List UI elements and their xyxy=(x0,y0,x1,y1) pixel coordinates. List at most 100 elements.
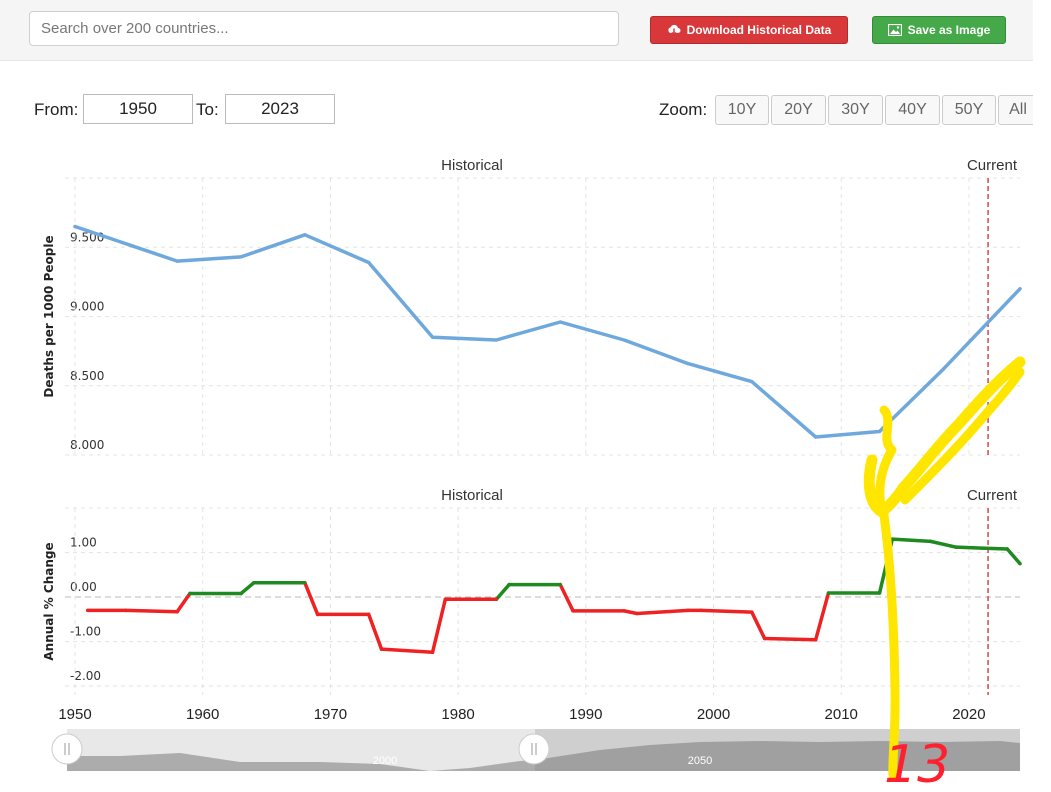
panel2-ytick-label: 1.00 xyxy=(70,536,97,550)
from-year-input[interactable]: 1950 xyxy=(83,94,193,124)
death-rate-point xyxy=(73,224,77,229)
zoom-all-button[interactable]: All xyxy=(998,95,1038,125)
panel2-ytick-label: 0.00 xyxy=(70,580,97,594)
annual-change-point xyxy=(443,597,447,601)
x-tick-label: 2000 xyxy=(697,706,730,723)
zoom-10y-button[interactable]: 10Y xyxy=(715,95,769,125)
panel2-ytick-label: -2.00 xyxy=(70,669,101,683)
annual-change-segment xyxy=(890,537,933,544)
panel1-historical-label: Historical xyxy=(441,157,503,174)
navigator-area xyxy=(67,741,1020,771)
death-rate-point xyxy=(558,320,562,324)
x-tick-label: 1960 xyxy=(186,706,219,723)
panel2-ytick-label: -1.00 xyxy=(70,625,101,639)
annual-change-segment xyxy=(813,591,831,642)
right-edge-cutoff xyxy=(1033,60,1051,792)
annual-change-point xyxy=(507,582,511,587)
death-rate-point xyxy=(941,367,945,371)
cloud-download-icon xyxy=(668,24,681,36)
death-rate-point xyxy=(430,335,435,339)
death-rate-point xyxy=(239,255,243,259)
navigator-label: 2000 xyxy=(373,755,397,767)
death-rate-point xyxy=(750,379,754,384)
annual-change-segment xyxy=(124,608,179,614)
panel1-ytick-label: 9.000 xyxy=(70,300,104,314)
zoom-label: Zoom: xyxy=(659,100,708,119)
annual-change-segment xyxy=(928,539,958,549)
annual-change-point xyxy=(367,612,371,617)
annual-change-segment xyxy=(366,612,384,651)
annual-change-segment xyxy=(558,582,575,613)
download-button-label: Download Historical Data xyxy=(686,23,832,37)
zoom-50y-button[interactable]: 50Y xyxy=(942,95,996,125)
annual-change-segment xyxy=(979,546,1009,551)
annual-change-point xyxy=(1018,562,1022,566)
annual-change-point xyxy=(316,612,320,617)
annual-change-segment xyxy=(379,647,435,655)
top-toolbar: Download Historical Data Save as Image xyxy=(0,0,1033,61)
annual-change-point xyxy=(826,591,831,595)
death-rate-point xyxy=(303,233,307,237)
to-year-input[interactable]: 2023 xyxy=(225,94,335,124)
annual-change-point xyxy=(303,581,307,585)
annual-change-point xyxy=(686,608,690,613)
death-rate-line xyxy=(73,224,1022,439)
annual-change-segment xyxy=(1005,547,1022,566)
x-tick-label: 1950 xyxy=(58,706,91,723)
annual-change-segment xyxy=(175,591,192,614)
death-rate-point xyxy=(877,429,882,434)
annual-change-point xyxy=(379,647,384,651)
to-label: To: xyxy=(196,100,219,119)
zoom-20y-button[interactable]: 20Y xyxy=(771,95,826,125)
panel2-current-label: Current xyxy=(967,487,1018,504)
annual-change-point xyxy=(635,611,639,616)
annual-change-segment xyxy=(698,608,754,614)
x-tick-label: 1980 xyxy=(441,706,474,723)
navigator-handle[interactable] xyxy=(518,733,550,765)
panel2-y-axis-title: Annual % Change xyxy=(42,542,56,660)
x-tick-label: 2020 xyxy=(952,706,985,723)
annual-change-point xyxy=(252,581,256,585)
annual-change-point xyxy=(430,650,435,654)
annual-change-point xyxy=(494,597,499,601)
x-tick-label: 1970 xyxy=(314,706,347,723)
annual-change-segment xyxy=(494,582,511,602)
zoom-40y-button[interactable]: 40Y xyxy=(885,95,940,125)
annual-change-point xyxy=(124,608,128,613)
annual-change-point xyxy=(1005,547,1009,551)
annual-change-point xyxy=(762,636,767,641)
death-rate-point xyxy=(367,260,371,265)
annual-change-segment xyxy=(622,609,639,616)
annual-change-point xyxy=(980,546,984,550)
annual-change-point xyxy=(175,610,179,614)
annual-change-point xyxy=(929,539,933,543)
image-icon xyxy=(887,24,902,36)
death-rate-point xyxy=(686,361,690,366)
navigator-handle[interactable] xyxy=(51,733,83,765)
death-rate-point xyxy=(1018,287,1022,291)
red-handwritten-annotation: 13 xyxy=(884,735,950,792)
annual-change-point xyxy=(814,638,818,642)
zoom-30y-button[interactable]: 30Y xyxy=(828,95,883,125)
death-rate-point xyxy=(494,338,499,342)
panel1-y-axis-title: Deaths per 1000 People xyxy=(42,235,56,397)
death-rate-point xyxy=(622,338,626,342)
save-button-label: Save as Image xyxy=(907,23,991,37)
annual-change-point xyxy=(699,608,703,613)
annual-change-point xyxy=(86,608,90,613)
annual-change-point xyxy=(188,591,192,596)
search-input[interactable] xyxy=(29,11,619,46)
annual-change-point xyxy=(558,582,562,587)
annual-change-point xyxy=(571,609,575,613)
annual-change-point xyxy=(750,610,754,614)
yellow-annotation-stroke xyxy=(900,367,1025,505)
download-historical-data-button[interactable]: Download Historical Data xyxy=(650,16,848,44)
panel1-ytick-label: 8.500 xyxy=(70,369,104,383)
annual-change-segment xyxy=(239,581,256,596)
yellow-annotation-stroke xyxy=(875,405,900,780)
annual-change-segment xyxy=(954,545,984,550)
save-as-image-button[interactable]: Save as Image xyxy=(872,16,1006,44)
annual-change-point xyxy=(622,609,626,613)
annual-change-segment xyxy=(762,636,818,642)
